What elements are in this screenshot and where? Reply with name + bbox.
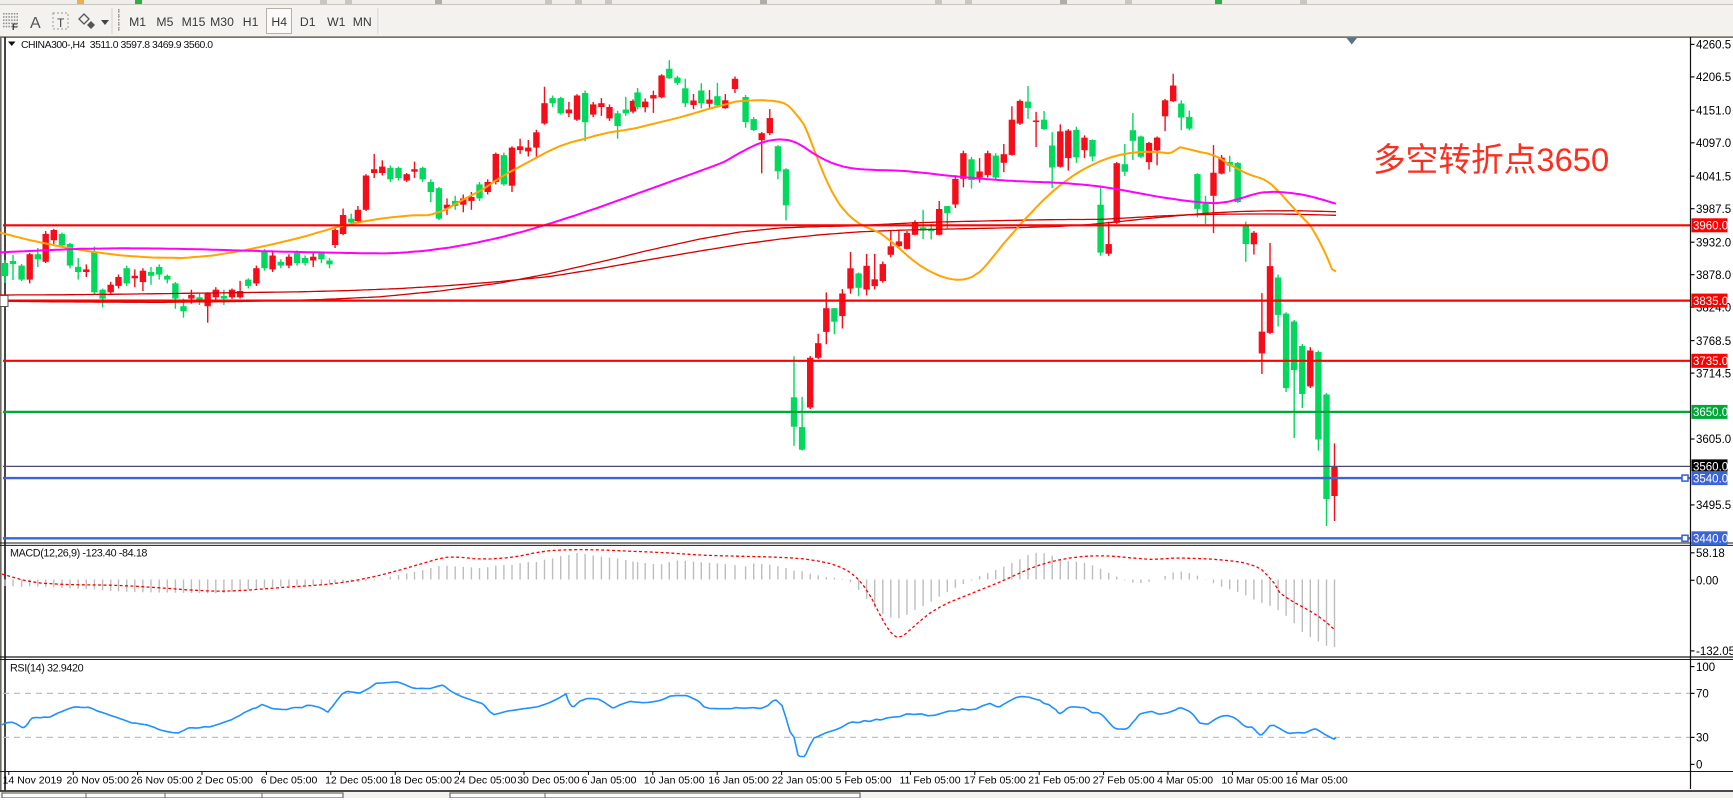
svg-text:22 Jan 05:00: 22 Jan 05:00 [772, 775, 833, 787]
svg-text:4097.0: 4097.0 [1696, 138, 1731, 150]
svg-text:M30: M30 [210, 15, 234, 29]
svg-text:6 Dec 05:00: 6 Dec 05:00 [261, 775, 318, 787]
svg-text:14 Nov 2019: 14 Nov 2019 [3, 775, 63, 787]
svg-text:3495.5: 3495.5 [1696, 500, 1731, 512]
svg-text:30 Dec 05:00: 30 Dec 05:00 [517, 775, 580, 787]
svg-text:0.00: 0.00 [1696, 576, 1718, 588]
svg-text:M1: M1 [129, 15, 146, 29]
svg-text:A: A [30, 15, 41, 32]
svg-text:24 Dec 05:00: 24 Dec 05:00 [454, 775, 517, 787]
svg-text:26 Nov 05:00: 26 Nov 05:00 [131, 775, 194, 787]
svg-text:3768.5: 3768.5 [1696, 336, 1731, 348]
svg-text:16 Mar 05:00: 16 Mar 05:00 [1286, 775, 1348, 787]
svg-text:4260.5: 4260.5 [1696, 40, 1731, 52]
svg-text:W1: W1 [327, 15, 346, 29]
svg-text:3560.0: 3560.0 [1693, 462, 1728, 474]
svg-text:10 Mar 05:00: 10 Mar 05:00 [1221, 775, 1283, 787]
svg-text:3735.0: 3735.0 [1693, 356, 1728, 368]
svg-text:T: T [57, 16, 65, 30]
svg-text:3714.5: 3714.5 [1696, 368, 1731, 380]
svg-text:16 Jan 05:00: 16 Jan 05:00 [708, 775, 769, 787]
svg-text:4206.5: 4206.5 [1696, 72, 1731, 84]
svg-text:MACD(12,26,9) -123.40 -84.18: MACD(12,26,9) -123.40 -84.18 [10, 548, 147, 560]
svg-text:3835.0: 3835.0 [1693, 296, 1728, 308]
svg-text:3440.0: 3440.0 [1693, 534, 1728, 546]
svg-text:70: 70 [1696, 689, 1709, 701]
svg-text:6 Jan 05:00: 6 Jan 05:00 [582, 775, 637, 787]
svg-text:MN: MN [353, 15, 372, 29]
svg-text:3540.0: 3540.0 [1693, 473, 1728, 485]
svg-text:3650.0: 3650.0 [1693, 407, 1728, 419]
svg-text:4151.0: 4151.0 [1696, 106, 1731, 118]
svg-text:3932.0: 3932.0 [1696, 237, 1731, 249]
svg-text:3878.0: 3878.0 [1696, 270, 1731, 282]
svg-text:3987.5: 3987.5 [1696, 204, 1731, 216]
svg-text:0: 0 [1696, 760, 1702, 772]
svg-text:M5: M5 [156, 15, 173, 29]
svg-text:-132.05: -132.05 [1696, 646, 1733, 658]
svg-text:18 Dec 05:00: 18 Dec 05:00 [390, 775, 453, 787]
svg-text:100: 100 [1696, 662, 1715, 674]
svg-text:D1: D1 [300, 15, 316, 29]
svg-text:21 Feb 05:00: 21 Feb 05:00 [1028, 775, 1090, 787]
svg-text:RSI(14) 32.9420: RSI(14) 32.9420 [10, 663, 84, 675]
svg-text:H4: H4 [271, 15, 287, 29]
svg-text:多空转折点3650: 多空转折点3650 [1373, 141, 1609, 178]
svg-text:4 Mar 05:00: 4 Mar 05:00 [1157, 775, 1213, 787]
svg-text:3960.0: 3960.0 [1693, 221, 1728, 233]
svg-text:3605.0: 3605.0 [1696, 434, 1731, 446]
svg-text:CHINA300-,H4 3511.0 3597.8 34: CHINA300-,H4 3511.0 3597.8 3469.9 3560.0 [21, 40, 213, 51]
svg-text:2 Dec 05:00: 2 Dec 05:00 [196, 775, 253, 787]
svg-text:11 Feb 05:00: 11 Feb 05:00 [900, 775, 961, 787]
svg-text:20 Nov 05:00: 20 Nov 05:00 [67, 775, 130, 787]
svg-text:12 Dec 05:00: 12 Dec 05:00 [325, 775, 388, 787]
svg-text:17 Feb 05:00: 17 Feb 05:00 [964, 775, 1026, 787]
svg-text:F: F [12, 22, 18, 32]
svg-text:H1: H1 [243, 15, 259, 29]
svg-text:27 Feb 05:00: 27 Feb 05:00 [1093, 775, 1155, 787]
svg-text:M15: M15 [182, 15, 206, 29]
svg-text:4041.5: 4041.5 [1696, 171, 1731, 183]
svg-text:58.18: 58.18 [1696, 548, 1725, 560]
svg-text:10 Jan 05:00: 10 Jan 05:00 [644, 775, 705, 787]
svg-text:30: 30 [1696, 733, 1709, 745]
svg-text:5 Feb 05:00: 5 Feb 05:00 [836, 775, 892, 787]
